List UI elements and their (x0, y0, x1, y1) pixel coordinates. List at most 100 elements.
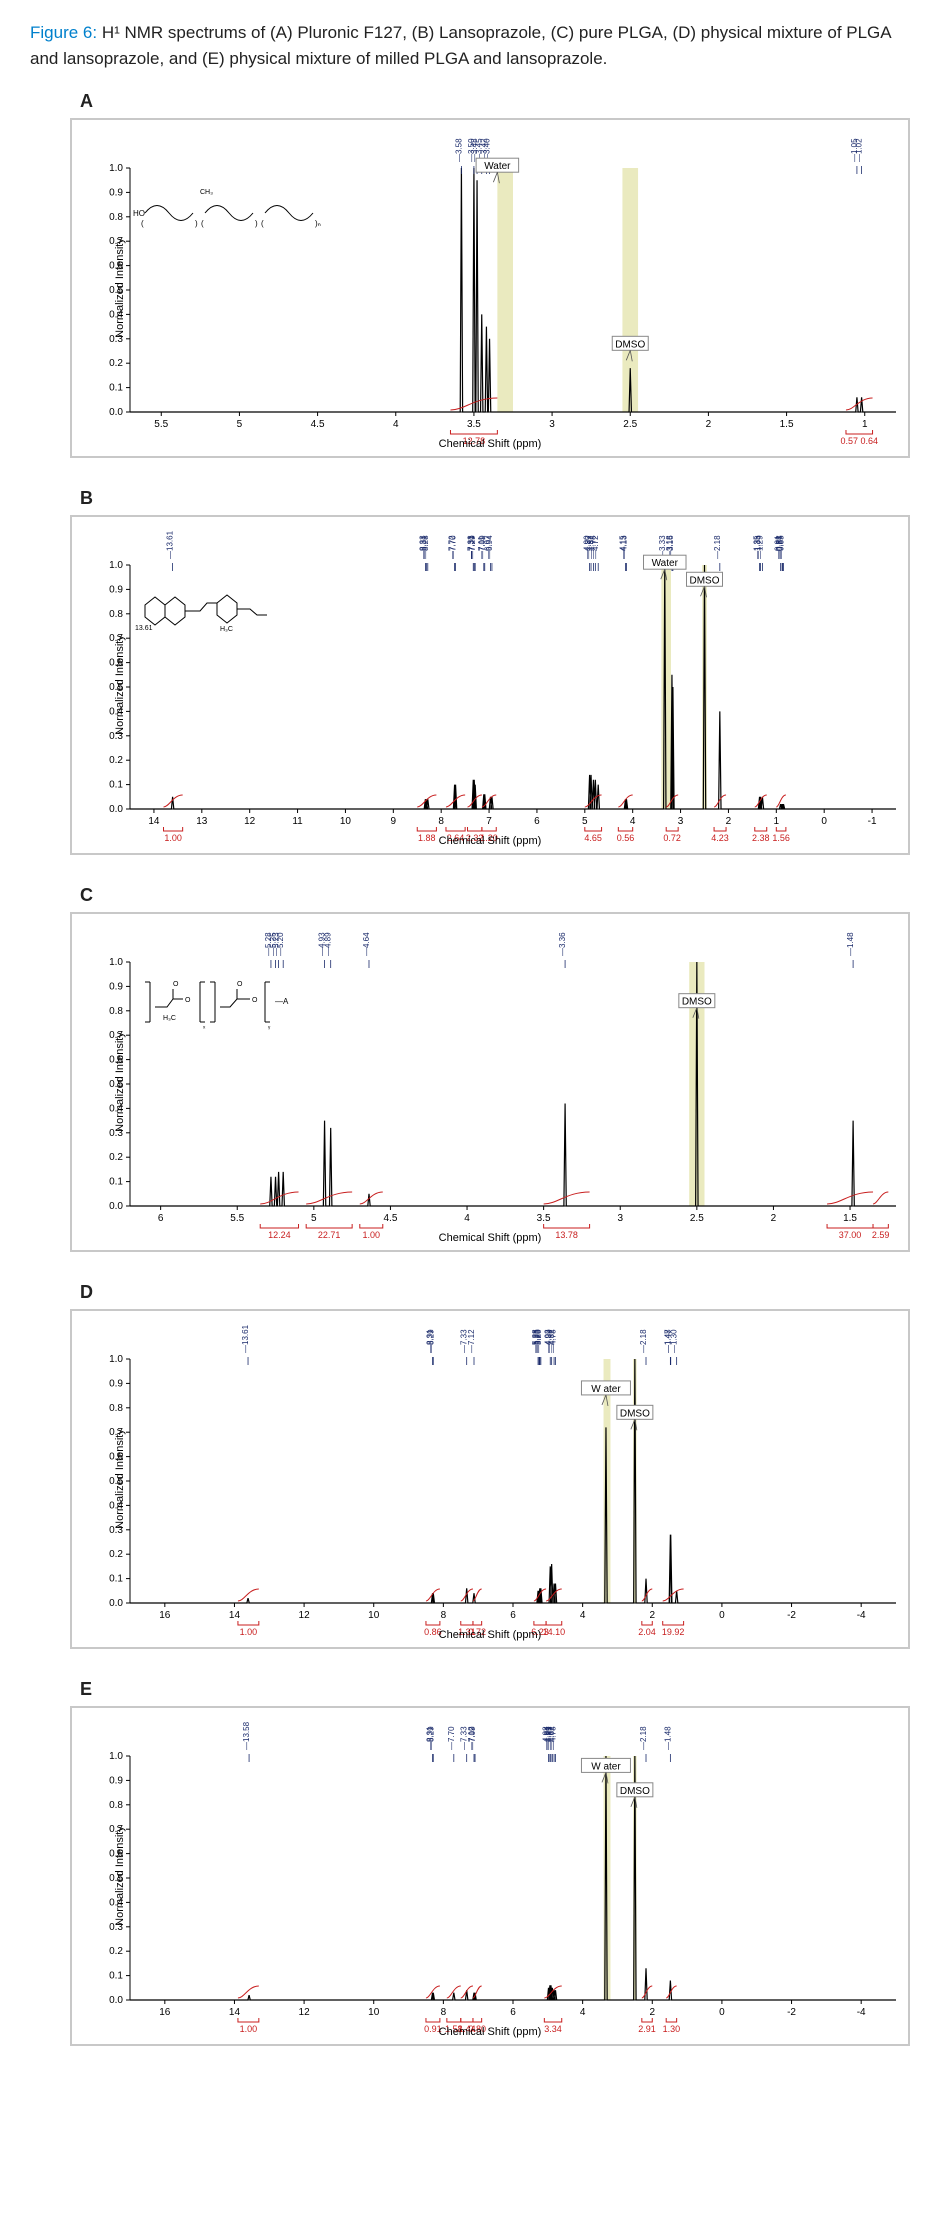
spectrum-panel-D: DNormalized IntensityChemical Shift (ppm… (30, 1282, 918, 1649)
svg-text:0.2: 0.2 (109, 1946, 123, 1957)
svg-text:1.00: 1.00 (240, 2024, 258, 2034)
panel-label: C (80, 885, 918, 906)
svg-text:CH₃: CH₃ (200, 189, 213, 196)
svg-text:4: 4 (580, 1610, 586, 1621)
svg-text:Water: Water (484, 161, 511, 172)
spectrum-box: Normalized Intensity Chemical Shift (ppm)… (70, 515, 910, 855)
svg-text:DMSO: DMSO (620, 1786, 650, 1797)
svg-text:10: 10 (368, 1610, 380, 1621)
svg-text:1.5: 1.5 (780, 419, 794, 430)
svg-text:—5.20: —5.20 (276, 932, 285, 956)
svg-text:—4.78: —4.78 (548, 1329, 557, 1353)
svg-text:0.0: 0.0 (109, 1201, 123, 1212)
svg-text:—8.29: —8.29 (426, 1329, 435, 1353)
svg-text:—7.09: —7.09 (468, 1726, 477, 1750)
svg-text:—2.18: —2.18 (639, 1726, 648, 1750)
svg-text:—7.70: —7.70 (447, 1726, 456, 1750)
panel-label: A (80, 91, 918, 112)
svg-text:HO: HO (133, 209, 145, 218)
svg-text:—13.61: —13.61 (166, 530, 175, 559)
svg-text:0.0: 0.0 (109, 1598, 123, 1609)
svg-text:0.2: 0.2 (109, 1152, 123, 1163)
svg-text:(: ( (201, 219, 204, 228)
svg-text:37.00: 37.00 (839, 1230, 862, 1240)
svg-text:1.30: 1.30 (663, 2024, 681, 2034)
svg-text:O: O (185, 997, 191, 1004)
svg-text:—4.89: —4.89 (324, 932, 333, 956)
svg-text:13.61: 13.61 (135, 625, 153, 632)
svg-text:14: 14 (148, 816, 160, 827)
svg-text:0.8: 0.8 (109, 212, 123, 223)
svg-text:—1.30: —1.30 (670, 1329, 679, 1353)
figure-number: Figure 6: (30, 23, 97, 42)
x-axis-label: Chemical Shift (ppm) (439, 835, 542, 847)
svg-text:5.5: 5.5 (230, 1213, 244, 1224)
svg-text:DMSO: DMSO (620, 1408, 650, 1419)
svg-text:1: 1 (862, 419, 868, 430)
svg-text:Water: Water (652, 558, 679, 569)
spectrum-box: Normalized IntensityChemical Shift (ppm)… (70, 1309, 910, 1649)
svg-text:—7.70: —7.70 (449, 535, 458, 559)
svg-text:4: 4 (580, 2007, 586, 2018)
svg-text:—4.13: —4.13 (619, 535, 628, 559)
svg-text:1.56: 1.56 (772, 833, 790, 843)
svg-text:0.1: 0.1 (109, 383, 123, 394)
x-axis-label: Chemical Shift (ppm) (439, 2026, 542, 2038)
svg-text:—13.58: —13.58 (242, 1721, 251, 1750)
svg-text:2: 2 (649, 2007, 655, 2018)
svg-text:—7.12: —7.12 (467, 1329, 476, 1353)
svg-text:(: ( (141, 219, 144, 228)
y-axis-label: Normalized Intensity (114, 635, 126, 735)
svg-text:4.5: 4.5 (311, 419, 325, 430)
svg-text:—1.02: —1.02 (855, 138, 864, 162)
svg-text:—4.64: —4.64 (362, 932, 371, 956)
svg-text:-4: -4 (857, 2007, 866, 2018)
svg-text:0.0: 0.0 (109, 804, 123, 815)
svg-text:0: 0 (719, 1610, 725, 1621)
svg-text:0.9: 0.9 (109, 981, 123, 992)
svg-text:-2: -2 (787, 2007, 796, 2018)
svg-text:—1.48: —1.48 (663, 1726, 672, 1750)
svg-text:): ) (255, 219, 258, 228)
spectrum-panel-C: CNormalized IntensityChemical Shift (ppm… (30, 885, 918, 1252)
panel-label: E (80, 1679, 918, 1700)
svg-text:1.0: 1.0 (109, 1751, 123, 1762)
svg-text:0.8: 0.8 (109, 1006, 123, 1017)
svg-text:DMSO: DMSO (615, 339, 645, 350)
svg-text:6: 6 (510, 2007, 516, 2018)
svg-text:22.71: 22.71 (318, 1230, 341, 1240)
svg-text:4: 4 (630, 816, 636, 827)
svg-text:13.78: 13.78 (555, 1230, 578, 1240)
svg-text:O: O (173, 981, 179, 988)
svg-text:-2: -2 (787, 1610, 796, 1621)
svg-text:ᵧ: ᵧ (267, 1023, 271, 1030)
svg-text:H₃C: H₃C (220, 626, 233, 633)
y-axis-label: Normalized Intensity (114, 1826, 126, 1926)
svg-text:0.2: 0.2 (109, 358, 123, 369)
svg-text:4.65: 4.65 (584, 833, 602, 843)
svg-text:—2.18: —2.18 (713, 535, 722, 559)
svg-text:0.0: 0.0 (109, 1995, 123, 2006)
svg-text:1.00: 1.00 (240, 1627, 258, 1637)
svg-text:—A: —A (275, 997, 289, 1006)
svg-text:O: O (237, 981, 243, 988)
svg-text:3: 3 (678, 816, 684, 827)
svg-text:0.8: 0.8 (109, 1403, 123, 1414)
svg-text:0.8: 0.8 (109, 1800, 123, 1811)
svg-text:7: 7 (486, 816, 492, 827)
svg-text:6: 6 (534, 816, 540, 827)
svg-text:2: 2 (706, 419, 712, 430)
svg-text:0.8: 0.8 (109, 609, 123, 620)
svg-text:19.92: 19.92 (662, 1627, 685, 1637)
x-axis-label: Chemical Shift (ppm) (439, 1629, 542, 1641)
spectrum-panel-B: BNormalized IntensityChemical Shift (ppm… (30, 488, 918, 855)
svg-text:5: 5 (582, 816, 588, 827)
svg-text:2: 2 (726, 816, 732, 827)
svg-text:2.91: 2.91 (638, 2024, 656, 2034)
x-axis-label: Chemical Shift (ppm) (439, 438, 542, 450)
svg-text:—4.72: —4.72 (591, 535, 600, 559)
svg-text:—8.29: —8.29 (426, 1726, 435, 1750)
svg-text:0: 0 (821, 816, 827, 827)
svg-text:12: 12 (299, 2007, 311, 2018)
svg-text:4.23: 4.23 (711, 833, 729, 843)
